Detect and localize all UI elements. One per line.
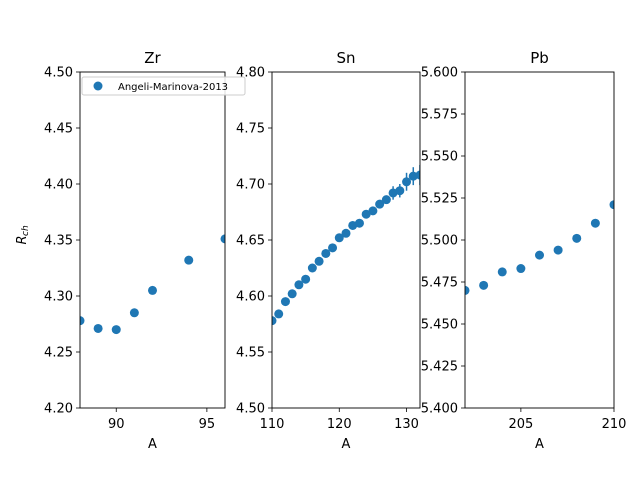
y-tick-label: 4.70 <box>236 178 265 193</box>
series-markers <box>465 200 614 295</box>
data-point <box>497 267 507 277</box>
y-tick-label: 5.400 <box>421 402 458 417</box>
data-point <box>361 209 371 219</box>
data-point <box>93 323 103 333</box>
data-point <box>220 234 225 244</box>
data-point <box>381 195 391 205</box>
data-point <box>129 308 139 318</box>
data-point <box>465 285 470 295</box>
data-point <box>479 280 489 290</box>
y-tick-label: 5.425 <box>421 360 458 375</box>
data-point <box>321 248 331 258</box>
series-markers <box>272 164 420 326</box>
data-point <box>516 264 526 274</box>
data-point <box>535 250 544 260</box>
x-tick-label: 130 <box>394 417 419 432</box>
data-point <box>408 171 418 181</box>
x-tick-label: 120 <box>327 417 352 432</box>
y-tick-label: 4.55 <box>236 346 265 361</box>
panel-pb: Pb 5.400 5.425 5.450 5.475 5.500 5.525 5.550 5.5… <box>421 49 627 452</box>
y-tick-label: 5.600 <box>421 66 458 81</box>
y-tick-label: 4.60 <box>236 290 265 305</box>
y-tick-label: 4.35 <box>44 234 73 249</box>
axes-frame <box>464 71 615 409</box>
data-point <box>307 263 317 273</box>
y-tick-label: 5.450 <box>421 318 458 333</box>
y-tick-label: 5.550 <box>421 150 458 165</box>
data-point <box>572 233 582 243</box>
x-axis-label: A <box>342 437 351 452</box>
data-point <box>148 285 157 295</box>
data-point <box>415 170 420 180</box>
y-tick-label: 4.20 <box>44 402 73 417</box>
data-point <box>80 316 85 326</box>
data-point <box>294 280 304 290</box>
x-tick-label: 95 <box>199 417 216 432</box>
legend-label: Angeli-Marinova-2013 <box>118 82 228 93</box>
x-tick-label: 210 <box>602 417 627 432</box>
y-tick-label: 4.75 <box>236 122 265 137</box>
y-tick-label: 4.50 <box>44 66 73 81</box>
data-point <box>184 255 194 265</box>
y-tick-label: 4.65 <box>236 234 265 249</box>
y-axis-label: R ch <box>15 225 31 244</box>
panel-title: Sn <box>336 49 355 67</box>
y-tick-label: 5.525 <box>421 192 458 207</box>
data-point <box>334 233 344 243</box>
data-point <box>368 206 378 216</box>
data-point <box>301 274 311 284</box>
data-point <box>395 186 405 196</box>
data-point <box>280 297 290 307</box>
data-point <box>272 316 277 326</box>
data-point <box>609 200 614 210</box>
ylabel-subscript: ch <box>21 225 31 236</box>
y-tick-label: 5.475 <box>421 276 458 291</box>
data-point <box>314 256 324 266</box>
legend-marker <box>93 81 103 91</box>
y-tick-label: 5.500 <box>421 234 458 249</box>
series-markers <box>80 234 225 335</box>
axes-frame <box>79 71 226 409</box>
data-point <box>402 177 412 187</box>
y-tick-label: 4.30 <box>44 290 73 305</box>
x-tick-label: 90 <box>108 417 125 432</box>
axes-frame <box>271 71 421 409</box>
legend-box <box>81 76 246 96</box>
data-point <box>375 199 385 209</box>
data-point <box>341 228 351 238</box>
panels: Zr 4.20 4.25 4.30 4.35 4.40 4.45 4.50 90 95 A Sn 4.5… <box>44 49 626 452</box>
y-tick-label: 4.45 <box>44 122 73 137</box>
y-tick-label: 4.50 <box>236 402 265 417</box>
x-axis-label: A <box>535 437 544 452</box>
x-tick-label: 110 <box>260 417 285 432</box>
legend: Angeli-Marinova-2013 <box>81 76 246 96</box>
panel-zr: Zr 4.20 4.25 4.30 4.35 4.40 4.45 4.50 90 95 A <box>44 49 226 452</box>
data-point <box>111 325 121 335</box>
x-tick-label: 205 <box>508 417 533 432</box>
data-point <box>590 218 600 228</box>
data-point <box>287 289 297 299</box>
data-point <box>274 309 284 319</box>
y-tick-label: 4.40 <box>44 178 73 193</box>
data-point <box>354 218 364 228</box>
y-tick-label: 4.25 <box>44 346 73 361</box>
ylabel-text: R <box>15 235 30 244</box>
panel-title: Zr <box>144 49 161 67</box>
data-point <box>553 245 563 255</box>
y-tick-label: 5.575 <box>421 108 458 123</box>
panel-title: Pb <box>530 49 549 67</box>
data-point <box>328 243 338 253</box>
x-axis-label: A <box>148 437 157 452</box>
